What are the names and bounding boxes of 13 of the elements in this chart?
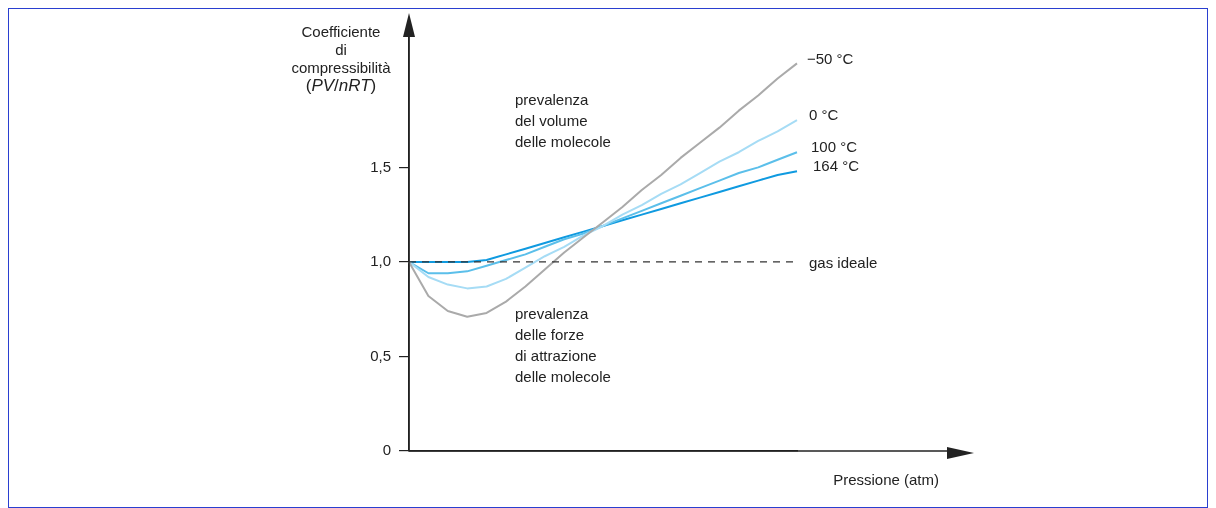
series-label: 100 °C [811, 138, 858, 156]
ref-line-label: gas ideale [809, 254, 878, 272]
series-label: 0 °C [809, 106, 839, 124]
annotation: prevalenza delle forze di attrazione delle molecole [515, 305, 611, 385]
series-label: 164 °C [813, 157, 860, 175]
series-label: −50 °C [807, 49, 854, 67]
x-axis-title: Pressione (atm) [833, 471, 939, 489]
y-tick-label: 0 [382, 441, 391, 459]
y-tick-label: 1,0 [370, 252, 391, 270]
y-tick-label: 0,5 [370, 346, 391, 364]
annotation: prevalenza del volume delle molecole [515, 91, 611, 151]
y-axis-title: Coefficiente di compressibilità (PV/nRT) [291, 23, 391, 95]
y-tick-label: 1,5 [370, 157, 391, 175]
